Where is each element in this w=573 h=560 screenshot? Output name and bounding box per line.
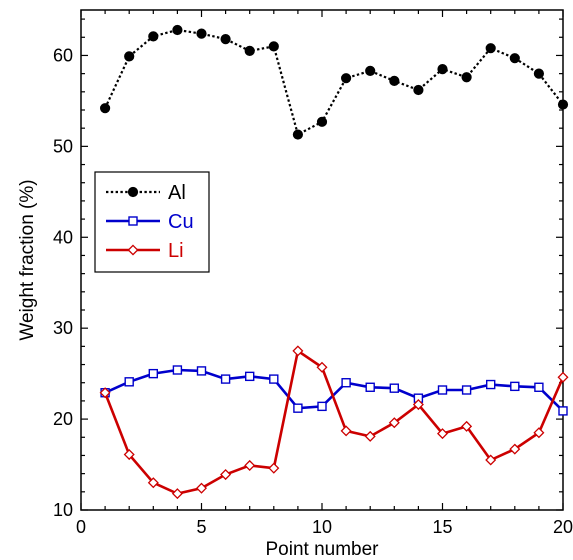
data-point-al (172, 24, 183, 36)
data-point-al (437, 63, 448, 75)
data-point-li (412, 399, 424, 411)
data-point-al (244, 45, 255, 57)
x-tick-label: 10 (312, 517, 332, 537)
data-point-cu (461, 385, 472, 395)
data-point-li (268, 462, 280, 474)
data-point-li (533, 427, 545, 439)
y-tick-label: 50 (53, 136, 73, 156)
data-point-cu (196, 366, 207, 376)
data-point-al (196, 28, 207, 39)
data-point-cu (486, 379, 496, 390)
x-tick-label: 20 (553, 517, 573, 537)
x-axis-ticks: 0 5 10 15 20 (76, 10, 573, 537)
data-point-li (171, 488, 183, 500)
legend-marker-li (127, 244, 139, 256)
y-axis-ticks: 10 20 30 40 50 60 (53, 18, 563, 520)
data-point-cu (365, 382, 375, 392)
data-point-li (388, 417, 400, 429)
data-point-cu (244, 371, 255, 382)
data-point-li (123, 449, 135, 461)
data-point-cu (317, 401, 327, 412)
data-point-al (292, 129, 303, 140)
y-axis-label: Weight fraction (%) (17, 179, 38, 340)
data-point-li (220, 469, 232, 481)
legend-item-cu: Cu (106, 211, 194, 233)
y-tick-label: 30 (53, 318, 73, 338)
data-point-cu (293, 403, 303, 413)
data-point-li (364, 430, 376, 442)
data-point-cu (148, 368, 159, 379)
data-point-al (485, 43, 496, 54)
data-point-al (533, 68, 545, 79)
data-point-li (244, 459, 256, 471)
legend-marker-al (127, 186, 139, 198)
data-point-cu (269, 374, 279, 384)
data-point-cu (220, 374, 231, 384)
data-point-cu (172, 365, 183, 375)
data-point-al (220, 33, 231, 45)
series-al (100, 24, 569, 140)
data-point-al (461, 72, 472, 83)
x-tick-label: 5 (196, 517, 206, 537)
series-layer (99, 24, 569, 500)
data-point-cu (534, 382, 544, 392)
data-point-al (148, 31, 159, 42)
y-tick-label: 60 (53, 45, 73, 65)
y-tick-label: 10 (53, 500, 73, 520)
legend-label-li: Li (168, 240, 184, 262)
x-tick-label: 15 (432, 517, 452, 537)
data-point-al (341, 73, 352, 84)
data-point-li (557, 371, 569, 383)
data-point-li (195, 482, 208, 494)
series-li (99, 345, 569, 500)
y-tick-label: 40 (53, 227, 73, 247)
data-point-cu (124, 377, 134, 387)
series-line-cu (104, 368, 564, 412)
legend-label-cu: Cu (168, 211, 194, 233)
data-point-al (557, 99, 569, 110)
legend-item-al: Al (106, 182, 186, 204)
data-point-cu (389, 383, 399, 393)
data-point-al (365, 65, 376, 77)
y-tick-label: 20 (53, 409, 73, 429)
legend-marker-cu (128, 216, 138, 226)
legend: Al Cu Li (94, 171, 210, 273)
data-point-al (124, 51, 135, 62)
data-point-cu (510, 381, 520, 392)
data-point-al (268, 41, 279, 52)
data-point-li (292, 345, 304, 357)
data-point-li (485, 454, 497, 466)
data-point-cu (437, 385, 448, 395)
x-axis-label: Point number (265, 539, 379, 560)
data-point-li (316, 361, 328, 373)
data-point-li (340, 425, 352, 437)
series-cu (100, 365, 568, 416)
data-point-li (509, 443, 521, 455)
data-point-li (99, 387, 111, 399)
legend-item-li: Li (106, 240, 184, 262)
data-point-al (100, 103, 111, 114)
data-point-al (316, 116, 328, 127)
data-point-al (389, 75, 400, 87)
data-point-cu (341, 378, 351, 388)
data-point-al (509, 53, 520, 64)
data-point-cu (558, 406, 568, 416)
data-point-li (436, 428, 449, 440)
x-tick-label: 0 (76, 517, 86, 537)
data-point-li (147, 477, 159, 489)
legend-label-al: Al (168, 182, 186, 204)
data-point-li (461, 420, 473, 432)
data-point-al (413, 84, 424, 96)
